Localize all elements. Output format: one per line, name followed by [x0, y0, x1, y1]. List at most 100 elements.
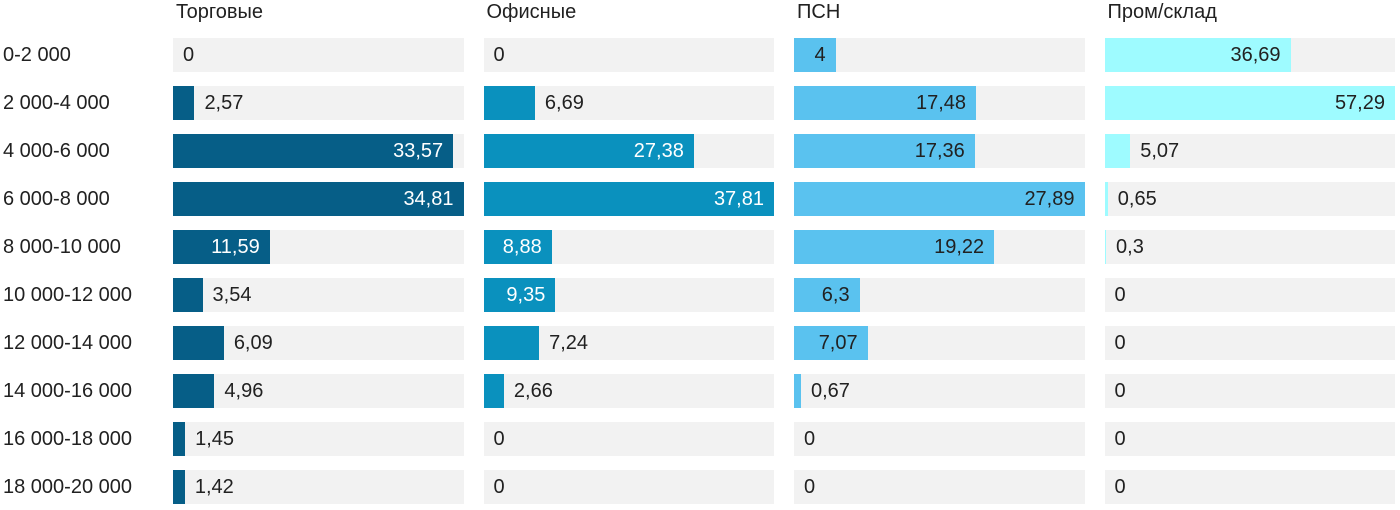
- bar-track: 0: [1104, 374, 1395, 408]
- bar-value: 1,42: [194, 476, 234, 498]
- bar: 37,81: [483, 182, 774, 216]
- bar-track: 17,36: [794, 134, 1085, 168]
- bar-track: 0: [794, 422, 1085, 456]
- bar-value: 37,81: [713, 188, 764, 210]
- bar-value: 7,07: [818, 332, 858, 354]
- bar: 7,07: [794, 326, 868, 360]
- row-label: 4 000-6 000: [3, 139, 110, 162]
- bar: 19,22: [794, 230, 995, 264]
- bar: [173, 470, 185, 504]
- bar-value: 0,67: [810, 380, 850, 402]
- bar-value: 0: [1114, 428, 1126, 450]
- bar: [483, 86, 535, 120]
- bar: [173, 86, 195, 120]
- bar: 6,3: [794, 278, 860, 312]
- row-label: 0-2 000: [3, 43, 71, 66]
- row-label: 6 000-8 000: [3, 187, 110, 210]
- bar-value: 0,65: [1117, 188, 1157, 210]
- bar-value: 2,57: [204, 92, 244, 114]
- row-label: 18 000-20 000: [3, 475, 133, 498]
- bar-track: 7,07: [794, 326, 1085, 360]
- bar-value: 4,96: [224, 380, 264, 402]
- bar: [483, 374, 504, 408]
- bar-value: 17,36: [914, 140, 965, 162]
- bar-value: 4: [814, 44, 826, 66]
- bar-track: 0: [483, 422, 774, 456]
- bar: 17,36: [794, 134, 975, 168]
- bar: 33,57: [173, 134, 454, 168]
- column-header-ofisnye: Офисные: [486, 1, 577, 23]
- bar-value: 0: [1114, 284, 1126, 306]
- bar-value: 57,29: [1334, 92, 1385, 114]
- bar-track: 5,07: [1104, 134, 1395, 168]
- bar-value: 2,66: [513, 380, 553, 402]
- bar-value: 11,59: [211, 236, 260, 258]
- bar-value: 34,81: [403, 188, 454, 210]
- row-label: 10 000-12 000: [3, 283, 133, 306]
- bar-value: 7,24: [549, 332, 589, 354]
- bar-track: 2,57: [173, 86, 464, 120]
- bar-value: 8,88: [502, 236, 542, 258]
- bar: 9,35: [483, 278, 556, 312]
- bar-value: 0,3: [1116, 236, 1144, 258]
- row-label: 16 000-18 000: [3, 427, 133, 450]
- bar-track: 33,57: [173, 134, 464, 168]
- bar: 27,38: [483, 134, 694, 168]
- bar: [1104, 230, 1107, 264]
- bar-track: 57,29: [1104, 86, 1395, 120]
- bar-value: 0: [1114, 476, 1126, 498]
- bar: [173, 422, 186, 456]
- bar-track: 9,35: [483, 278, 774, 312]
- bar-value: 27,38: [633, 140, 684, 162]
- bar-track: 0,67: [794, 374, 1085, 408]
- bar: 17,48: [794, 86, 977, 120]
- column-header-prom-sklad: Пром/склад: [1107, 1, 1217, 23]
- bar-value: 36,69: [1230, 44, 1281, 66]
- bar: [1104, 134, 1131, 168]
- bar-value: 33,57: [393, 140, 444, 162]
- bar-track: 6,3: [794, 278, 1085, 312]
- bar-value: 0: [1114, 332, 1126, 354]
- bar-track: 11,59: [173, 230, 464, 264]
- bar-track: 6,69: [483, 86, 774, 120]
- bar-value: 0: [1114, 380, 1126, 402]
- bar-track: 34,81: [173, 182, 464, 216]
- bar-track: 1,45: [173, 422, 464, 456]
- row-label: 14 000-16 000: [3, 379, 133, 402]
- bar-value: 0: [493, 428, 505, 450]
- bar-value: 3,54: [212, 284, 252, 306]
- bar-track: 2,66: [483, 374, 774, 408]
- bar: [173, 374, 215, 408]
- column-header-torgovye: Торговые: [176, 1, 264, 23]
- bar: 34,81: [173, 182, 464, 216]
- bar-value: 0: [183, 44, 195, 66]
- bar-track: 0: [794, 470, 1085, 504]
- bar-value: 6,69: [544, 92, 584, 114]
- bar: 36,69: [1104, 38, 1291, 72]
- bar-track: 0,3: [1104, 230, 1395, 264]
- bar-value: 17,48: [916, 92, 967, 114]
- header-corner: [0, 0, 153, 24]
- bar-track: 27,89: [794, 182, 1085, 216]
- bar-track: 0: [1104, 422, 1395, 456]
- bar: [1104, 182, 1108, 216]
- bar-value: 0: [493, 476, 505, 498]
- bar-value: 27,89: [1024, 188, 1075, 210]
- bar: 11,59: [173, 230, 270, 264]
- bar-track: 0: [1104, 470, 1395, 504]
- bar-value: 6,3: [821, 284, 850, 306]
- bar-track: 3,54: [173, 278, 464, 312]
- bar-track: 0: [483, 470, 774, 504]
- bar: [173, 326, 224, 360]
- bar-track: 0: [173, 38, 464, 72]
- row-label: 12 000-14 000: [3, 331, 133, 354]
- bar-value: 1,45: [195, 428, 235, 450]
- bar-track: 8,88: [483, 230, 774, 264]
- bar: 8,88: [483, 230, 552, 264]
- bar-track: 4,96: [173, 374, 464, 408]
- bar-track: 27,38: [483, 134, 774, 168]
- bar: [173, 278, 203, 312]
- bar: 27,89: [794, 182, 1085, 216]
- bar: 57,29: [1104, 86, 1395, 120]
- bar: 4: [794, 38, 836, 72]
